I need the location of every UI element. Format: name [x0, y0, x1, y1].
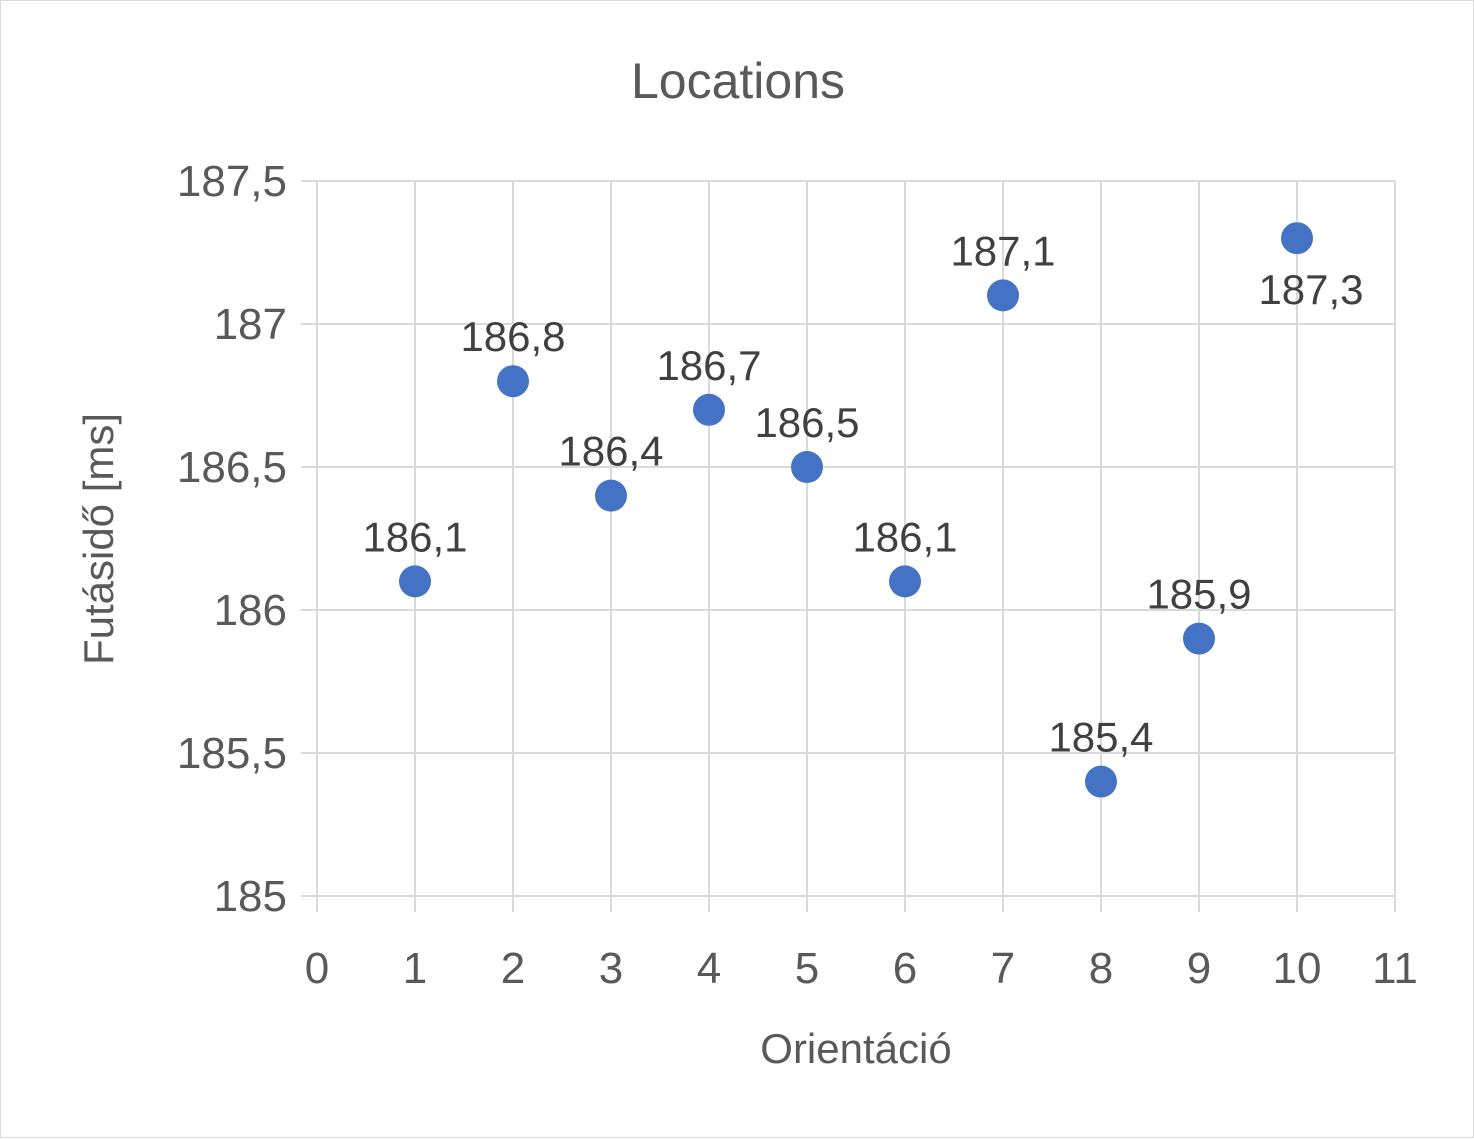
y-tick-label: 187,5: [177, 157, 287, 206]
gridlines: [316, 180, 1396, 897]
data-point: [1281, 222, 1313, 255]
data-label: 185,4: [1048, 714, 1153, 761]
data-label: 186,7: [656, 342, 761, 389]
y-tick-label: 187: [214, 300, 287, 349]
data-labels: 186,1 186,8 186,4 186,7 186,5 186,1 187,1 185,4…: [362, 227, 1363, 760]
y-axis-title: Futásidő [ms]: [75, 413, 122, 665]
x-axis-tick-labels: 0 1 2 3 4 5 6 7 8 9 10 11: [305, 944, 1418, 993]
x-tick-label: 7: [991, 944, 1015, 993]
data-point: [987, 279, 1019, 312]
data-point: [497, 365, 529, 398]
x-tick-label: 6: [893, 944, 917, 993]
x-tick-label: 1: [403, 944, 427, 993]
data-point: [1183, 622, 1215, 655]
x-tick-label: 10: [1273, 944, 1322, 993]
data-label: 186,4: [558, 428, 663, 475]
x-axis-title: Orientáció: [760, 1025, 951, 1072]
data-label: 186,1: [852, 513, 957, 560]
x-tick-label: 0: [305, 944, 329, 993]
y-tick-label: 186,5: [177, 443, 287, 492]
x-tick-label: 8: [1089, 944, 1113, 993]
data-point: [791, 451, 823, 483]
y-tick-label: 185: [214, 872, 287, 921]
x-tick-label: 3: [599, 944, 623, 993]
y-axis-tick-labels: 185 185,5 186 186,5 187 187,5: [177, 157, 287, 921]
data-point: [399, 565, 431, 598]
x-tick-label: 5: [795, 944, 819, 993]
x-tick-label: 11: [1372, 944, 1418, 993]
data-label: 186,5: [754, 399, 859, 446]
data-label: 187,1: [950, 227, 1055, 274]
data-label: 186,1: [362, 513, 467, 560]
y-tick-label: 186: [214, 586, 287, 635]
y-tick-label: 185,5: [177, 729, 287, 778]
data-label: 186,8: [460, 313, 565, 360]
data-label: 185,9: [1146, 571, 1251, 618]
data-point: [1085, 765, 1117, 798]
x-tick-label: 4: [697, 944, 721, 993]
data-label: 187,3: [1258, 266, 1363, 313]
data-point: [693, 393, 725, 426]
x-tick-label: 2: [501, 944, 525, 993]
x-tick-label: 9: [1187, 944, 1211, 993]
data-point: [889, 565, 921, 598]
data-points: [399, 222, 1313, 798]
chart-title: Locations: [631, 53, 845, 109]
data-point: [595, 479, 627, 512]
axes: [301, 180, 1396, 912]
